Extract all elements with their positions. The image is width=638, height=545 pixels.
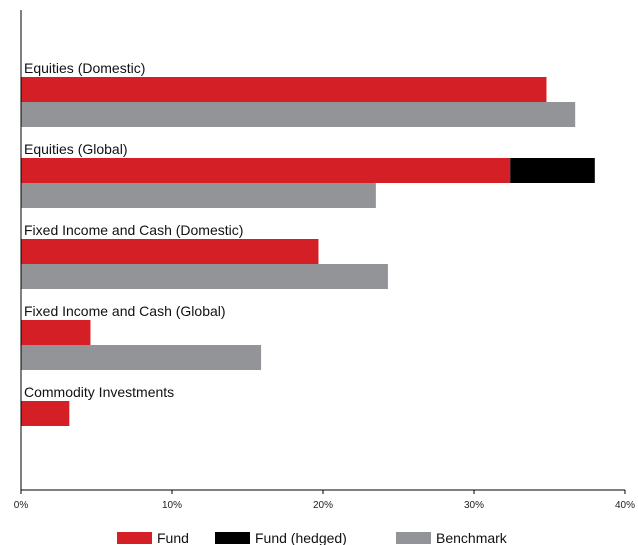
bar-benchmark-fixed-income-and-cash-global	[21, 345, 262, 370]
bars-group	[21, 77, 595, 426]
legend-label-fund: Fund	[157, 530, 189, 545]
x-tick-label: 20%	[313, 500, 333, 511]
bar-fund-fixed-income-and-cash-domestic	[21, 239, 319, 264]
bar-benchmark-fixed-income-and-cash-domestic	[21, 264, 388, 289]
category-label-fixed-income-and-cash-global: Fixed Income and Cash (Global)	[24, 303, 226, 319]
bar-fund-hedged-equities-global	[510, 158, 595, 183]
x-tick-label: 30%	[464, 500, 484, 511]
legend-swatch-fund	[117, 532, 152, 544]
legend-swatch-fund-hedged	[215, 532, 250, 544]
legend-swatch-benchmark	[396, 532, 431, 544]
legend-label-benchmark: Benchmark	[436, 530, 508, 545]
legend-label-fund-hedged: Fund (hedged)	[255, 530, 347, 545]
category-label-commodity-investments: Commodity Investments	[24, 384, 174, 400]
bar-benchmark-equities-global	[21, 183, 376, 208]
legend: Fund Fund (hedged) Benchmark	[117, 530, 508, 545]
bar-fund-equities-domestic	[21, 77, 547, 102]
category-labels: Equities (Domestic) Equities (Global) Fixe…	[24, 60, 243, 400]
bar-fund-fixed-income-and-cash-global	[21, 320, 91, 345]
x-tick-label: 40%	[615, 500, 635, 511]
bar-fund-commodity-investments	[21, 401, 70, 426]
x-tick-label: 0%	[14, 500, 29, 511]
bar-benchmark-equities-domestic	[21, 102, 576, 127]
category-label-equities-global: Equities (Global)	[24, 141, 128, 157]
bar-fund-equities-global	[21, 158, 511, 183]
x-axis-ticks: 0% 10% 20% 30% 40%	[14, 489, 635, 511]
category-label-fixed-income-and-cash-domestic: Fixed Income and Cash (Domestic)	[24, 222, 243, 238]
x-tick-label: 10%	[162, 500, 182, 511]
category-label-equities-domestic: Equities (Domestic)	[24, 60, 145, 76]
